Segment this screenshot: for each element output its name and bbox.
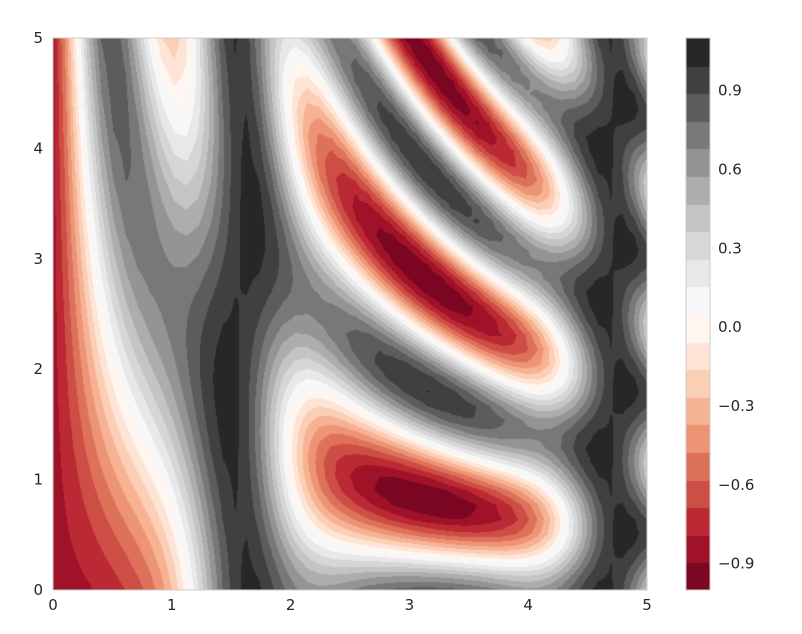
y-tick-label: 2	[33, 360, 43, 378]
y-tick-label: 5	[33, 29, 43, 47]
colorbar-tick-label: −0.6	[718, 476, 754, 494]
x-tick-label: 5	[642, 596, 652, 614]
y-tick-label: 3	[33, 250, 43, 268]
plot-frame	[52, 37, 648, 591]
colorbar-tick-label: 0.9	[718, 82, 742, 100]
y-tick-label: 4	[33, 139, 43, 157]
contour-plot-area	[53, 38, 647, 590]
y-tick-label: 0	[33, 581, 43, 599]
y-tick-label: 1	[33, 471, 43, 489]
colorbar-frame	[685, 37, 711, 591]
colorbar-tick-label: 0.0	[718, 318, 742, 336]
x-tick-label: 3	[405, 596, 415, 614]
colorbar	[686, 38, 710, 590]
x-tick-label: 1	[167, 596, 177, 614]
colorbar-tick-label: 0.6	[718, 160, 742, 178]
x-tick-label: 4	[523, 596, 533, 614]
x-tick-label: 2	[286, 596, 296, 614]
colorbar-tick-label: −0.3	[718, 397, 754, 415]
colorbar-tick-label: 0.3	[718, 239, 742, 257]
x-tick-label: 0	[48, 596, 58, 614]
colorbar-tick-label: −0.9	[718, 555, 754, 573]
